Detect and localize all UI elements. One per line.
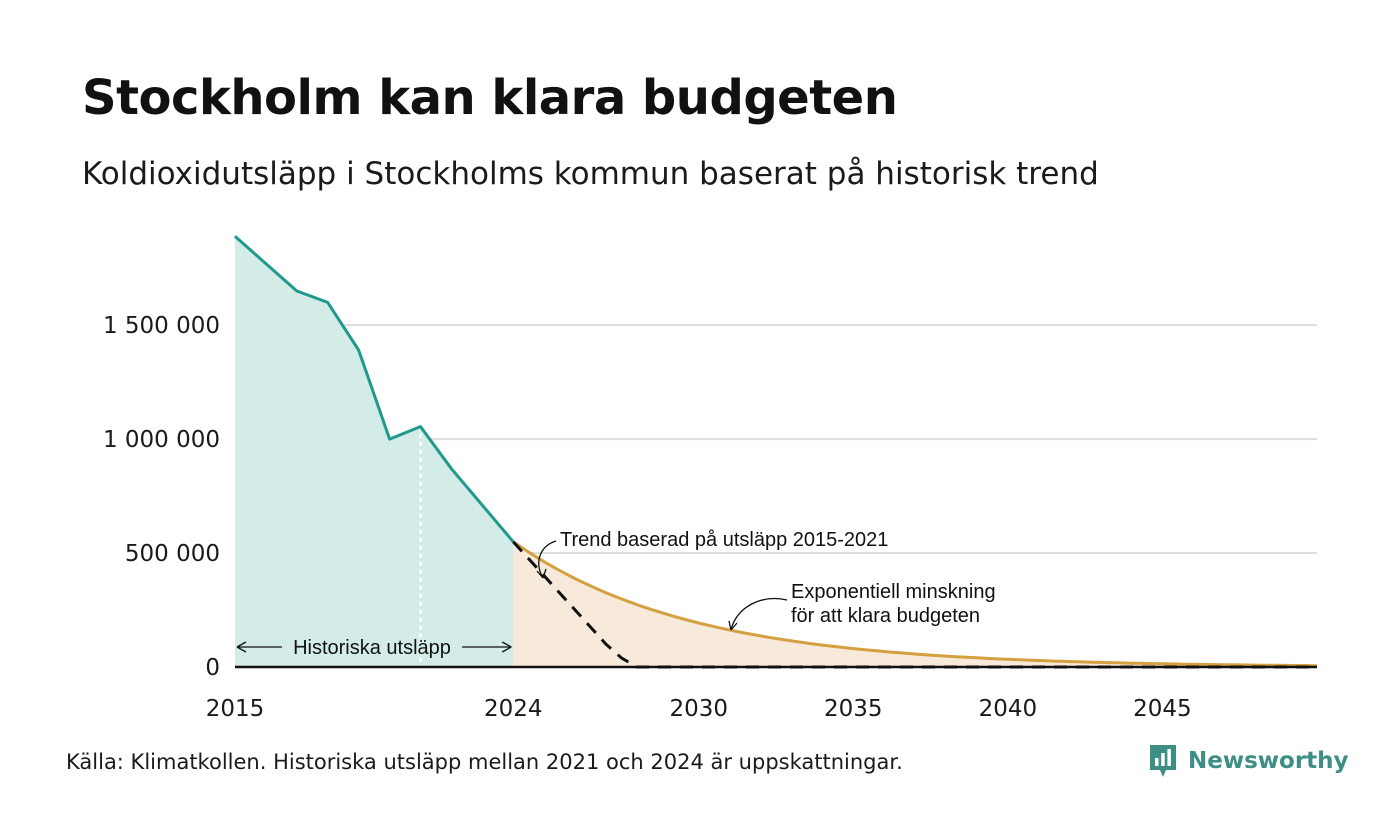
historical-line bbox=[234, 235, 515, 543]
y-tick-label: 0 bbox=[205, 655, 220, 681]
x-tick-label: 2035 bbox=[824, 696, 883, 722]
budget-area bbox=[513, 541, 1317, 667]
budget-pointer bbox=[730, 598, 788, 631]
tick-labels: 0 500 000 1 000 000 1 500 000 2015 2024 2030 20… bbox=[103, 313, 1192, 722]
trend-pointer-head bbox=[536, 568, 547, 579]
historical-area bbox=[235, 236, 514, 668]
budget-label-line2: för att klara budgeten bbox=[791, 605, 980, 627]
x-tick-label: 2015 bbox=[206, 696, 265, 722]
historical-range-arrow-right bbox=[501, 641, 512, 653]
annotations: Historiska utsläpp Trend baserad på utslä… bbox=[236, 529, 996, 659]
source-note: Källa: Klimatkollen. Historiska utsläpp … bbox=[66, 750, 903, 774]
historical-label: Historiska utsläpp bbox=[293, 637, 451, 659]
x-tick-label: 2040 bbox=[979, 696, 1038, 722]
bar-chart-speech-bubble-icon bbox=[1150, 745, 1176, 777]
newsworthy-logo: Newsworthy bbox=[1148, 743, 1349, 779]
area-fills bbox=[235, 236, 1317, 668]
chart-subtitle: Koldioxidutsläpp i Stockholms kommun bas… bbox=[82, 156, 1099, 192]
y-tick-label: 500 000 bbox=[125, 541, 220, 567]
y-tick-label: 1 500 000 bbox=[103, 313, 220, 339]
chart-title: Stockholm kan klara budgeten bbox=[82, 70, 898, 126]
budget-pointer-head bbox=[728, 620, 738, 631]
x-tick-label: 2030 bbox=[669, 696, 728, 722]
trend-label: Trend baserad på utsläpp 2015-2021 bbox=[560, 529, 888, 551]
budget-label-line1: Exponentiell minskning bbox=[791, 581, 996, 603]
budget-line bbox=[512, 540, 1318, 668]
y-tick-label: 1 000 000 bbox=[103, 427, 220, 453]
brand-name: Newsworthy bbox=[1188, 748, 1349, 774]
trend-pointer bbox=[538, 540, 557, 579]
x-tick-label: 2045 bbox=[1133, 696, 1192, 722]
historical-range-arrow-left bbox=[236, 641, 247, 653]
x-tick-label: 2024 bbox=[484, 696, 543, 722]
